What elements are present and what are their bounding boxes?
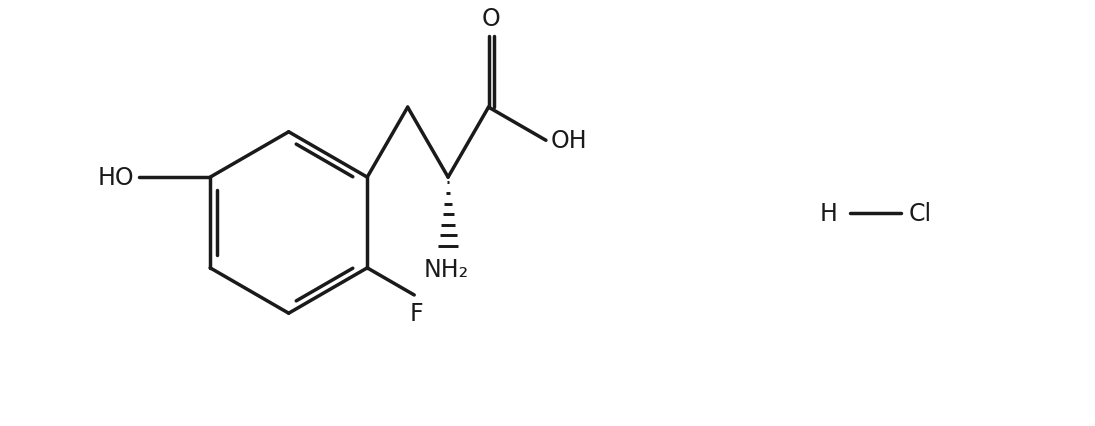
- Text: O: O: [482, 7, 500, 31]
- Text: H: H: [820, 201, 838, 225]
- Text: HO: HO: [97, 166, 135, 190]
- Text: F: F: [410, 301, 423, 325]
- Text: OH: OH: [551, 129, 588, 153]
- Text: Cl: Cl: [909, 201, 932, 225]
- Text: NH₂: NH₂: [424, 257, 469, 281]
